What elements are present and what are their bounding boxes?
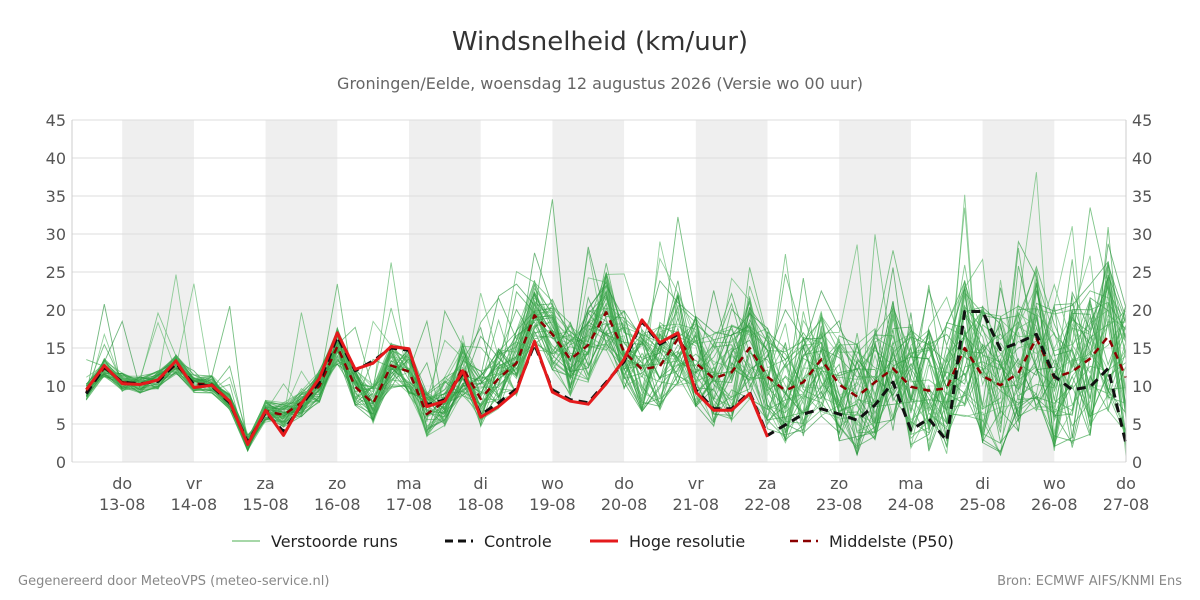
y-tick-label-left: 10	[46, 377, 66, 396]
y-tick-label-left: 45	[46, 111, 66, 130]
x-tick-day: zo	[830, 474, 848, 493]
ensemble-member-line	[86, 264, 1127, 448]
x-tick-date: 18-08	[457, 495, 504, 514]
x-tick-day: do	[614, 474, 634, 493]
x-tick-day: do	[1116, 474, 1136, 493]
x-tick-date: 17-08	[386, 495, 433, 514]
x-tick-day: do	[112, 474, 132, 493]
y-tick-label-right: 40	[1132, 149, 1152, 168]
day-band	[552, 120, 625, 462]
x-tick-date: 25-08	[959, 495, 1006, 514]
y-tick-label-left: 5	[56, 415, 66, 434]
x-tick-date: 21-08	[673, 495, 720, 514]
x-tick-date: 24-08	[888, 495, 935, 514]
ensemble-member-line	[85, 296, 1127, 446]
y-tick-label-left: 30	[46, 225, 66, 244]
chart-subtitle: Groningen/Eelde, woensdag 12 augustus 20…	[337, 74, 863, 93]
x-tick-day: wo	[1043, 474, 1066, 493]
x-tick-day: ma	[396, 474, 421, 493]
x-tick-day: wo	[541, 474, 564, 493]
x-tick-date: 22-08	[744, 495, 791, 514]
y-tick-label-right: 30	[1132, 225, 1152, 244]
x-tick-date: 20-08	[601, 495, 648, 514]
x-tick-date: 26-08	[1031, 495, 1078, 514]
x-tick-date: 16-08	[314, 495, 361, 514]
y-tick-label-left: 25	[46, 263, 66, 282]
series-line-hoge-resolutie	[85, 318, 769, 446]
chart-title: Windsnelheid (km/uur)	[452, 27, 748, 57]
y-tick-label-right: 5	[1132, 415, 1142, 434]
legend-label: Hoge resolutie	[629, 532, 745, 551]
x-tick-day: za	[758, 474, 776, 493]
x-tick-day: zo	[328, 474, 346, 493]
y-tick-label-right: 0	[1132, 453, 1142, 472]
y-tick-label-left: 20	[46, 301, 66, 320]
ensemble-member-line	[86, 241, 1127, 457]
y-tick-label-right: 20	[1132, 301, 1152, 320]
ensemble-member-line	[85, 275, 1127, 448]
x-tick-date: 15-08	[242, 495, 289, 514]
x-tick-date: 13-08	[99, 495, 146, 514]
y-tick-label-left: 0	[56, 453, 66, 472]
footer-right: Bron: ECMWF AIFS/KNMI Ens	[997, 574, 1182, 589]
legend-label: Controle	[484, 532, 552, 551]
x-tick-day: di	[473, 474, 488, 493]
y-tick-label-right: 15	[1132, 339, 1152, 358]
y-tick-label-right: 35	[1132, 187, 1152, 206]
axes: 0 0 5 5 10 10 15 15 20 20 25 25 30 30 35 35 40 40 45 45 do 13…	[46, 111, 1153, 514]
x-tick-day: di	[975, 474, 990, 493]
x-tick-day: vr	[688, 474, 704, 493]
x-tick-date: 27-08	[1103, 495, 1150, 514]
footer-left: Gegenereerd door MeteoVPS (meteo-service…	[18, 574, 329, 589]
y-tick-label-left: 15	[46, 339, 66, 358]
main-series	[85, 310, 1128, 446]
y-tick-label-left: 35	[46, 187, 66, 206]
x-tick-day: ma	[898, 474, 923, 493]
legend: Verstoorde runs Controle Hoge resolutie Mid…	[232, 532, 954, 551]
x-tick-date: 14-08	[171, 495, 218, 514]
y-tick-label-left: 40	[46, 149, 66, 168]
x-tick-day: vr	[186, 474, 202, 493]
legend-label: Verstoorde runs	[271, 532, 398, 551]
y-tick-label-right: 45	[1132, 111, 1152, 130]
x-tick-day: za	[256, 474, 274, 493]
y-tick-label-right: 25	[1132, 263, 1152, 282]
legend-label: Middelste (P50)	[829, 532, 954, 551]
x-tick-date: 19-08	[529, 495, 576, 514]
x-tick-date: 23-08	[816, 495, 863, 514]
y-tick-label-right: 10	[1132, 377, 1152, 396]
day-band	[122, 120, 194, 462]
